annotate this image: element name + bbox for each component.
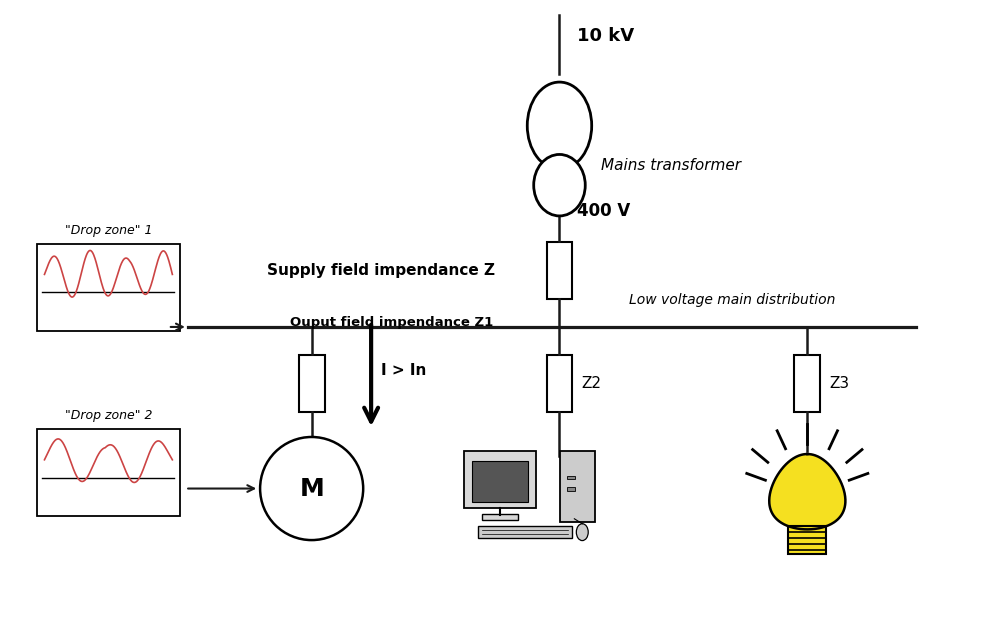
Text: "Drop zone" 1: "Drop zone" 1 xyxy=(65,223,152,237)
Text: 400 V: 400 V xyxy=(577,202,631,220)
Bar xyxy=(567,476,575,479)
Bar xyxy=(299,355,325,412)
Text: Supply field impendance Z: Supply field impendance Z xyxy=(267,263,495,278)
Text: Mains transformer: Mains transformer xyxy=(601,158,741,173)
Bar xyxy=(788,526,826,554)
Bar xyxy=(37,429,180,516)
Bar xyxy=(478,526,572,538)
Polygon shape xyxy=(769,454,845,530)
Text: M: M xyxy=(299,476,324,501)
Bar xyxy=(547,241,572,299)
Ellipse shape xyxy=(576,524,588,541)
Text: Low voltage main distribution: Low voltage main distribution xyxy=(629,293,835,307)
Ellipse shape xyxy=(534,155,585,216)
Text: 10 kV: 10 kV xyxy=(577,28,634,46)
Circle shape xyxy=(260,437,363,540)
Bar xyxy=(482,514,518,520)
Bar xyxy=(547,355,572,412)
Bar xyxy=(567,487,575,490)
Text: Z2: Z2 xyxy=(581,376,601,391)
Text: "Drop zone" 2: "Drop zone" 2 xyxy=(65,409,152,422)
Text: Z3: Z3 xyxy=(829,376,849,391)
Bar xyxy=(472,461,528,503)
Bar xyxy=(560,451,595,522)
Text: I > In: I > In xyxy=(381,363,426,377)
Bar xyxy=(794,355,820,412)
Bar xyxy=(464,451,536,508)
Text: Ouput field impendance Z1: Ouput field impendance Z1 xyxy=(290,316,493,329)
Bar xyxy=(37,244,180,331)
